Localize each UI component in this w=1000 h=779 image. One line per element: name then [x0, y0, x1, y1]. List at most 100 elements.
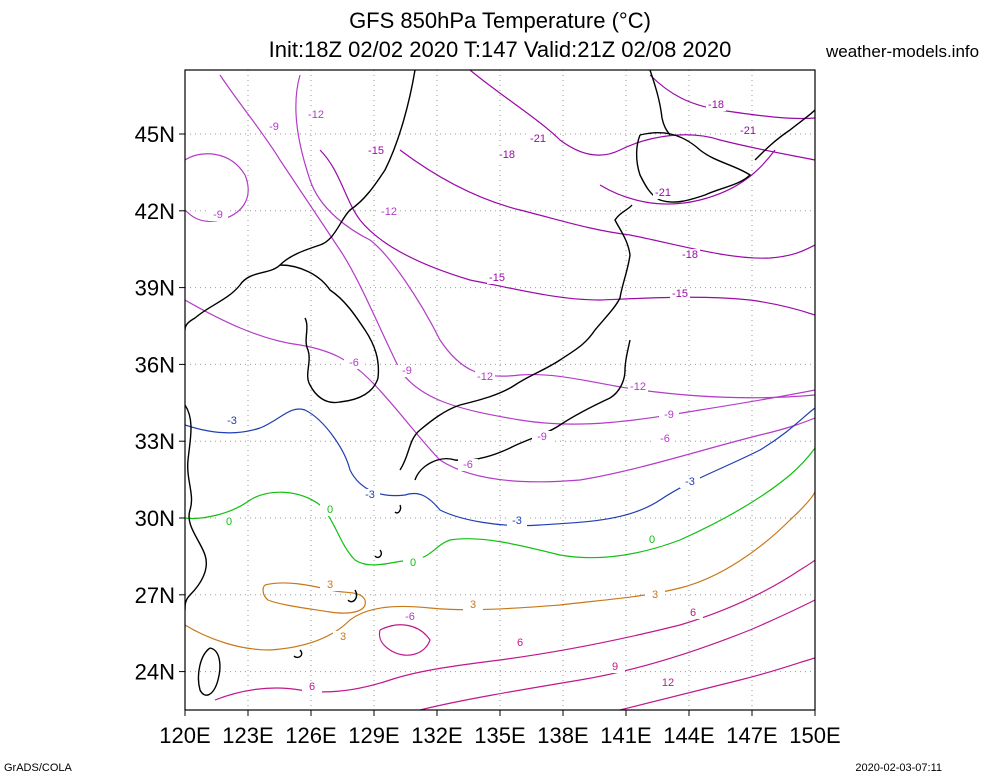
footer-credit: GrADS/COLA: [4, 762, 72, 774]
contour-label-bg: [320, 579, 340, 591]
contour-label: 0: [649, 534, 655, 546]
contour-label-bg: [605, 661, 625, 673]
contour-label-bg: [397, 365, 417, 377]
contour-label-bg: [510, 637, 530, 649]
contour-label: -21: [530, 133, 546, 145]
contour-line: [399, 149, 815, 259]
contour-label-bg: [219, 516, 239, 528]
coastline: [197, 647, 221, 696]
x-tick-label: 144E: [663, 723, 714, 748]
contour-label: -21: [740, 125, 756, 137]
contour-line: [469, 70, 815, 161]
contour-label: 3: [652, 589, 658, 601]
y-tick-label: 36N: [135, 352, 175, 377]
contour-label-bg: [400, 611, 420, 623]
contour-label: 3: [340, 631, 346, 643]
y-tick-label: 24N: [135, 660, 175, 685]
contour-label: 3: [470, 599, 476, 611]
contour-label-bg: [360, 489, 380, 501]
contour-line: [219, 74, 815, 425]
y-tick-label: 27N: [135, 583, 175, 608]
contour-label-bg: [208, 209, 228, 221]
contour-label: -3: [512, 515, 522, 527]
contour-label: -12: [630, 381, 646, 393]
x-tick-label: 135E: [474, 723, 525, 748]
contour-label-bg: [658, 677, 678, 689]
contour-label: -6: [405, 611, 415, 623]
contour-label-bg: [683, 607, 703, 619]
contour-label: -15: [672, 288, 688, 300]
contour-label: -18: [708, 99, 724, 111]
contour-label: -6: [463, 459, 473, 471]
footer-timestamp: 2020-02-03-07:11: [855, 762, 942, 774]
y-tick-label: 30N: [135, 506, 175, 531]
x-tick-label: 126E: [285, 723, 336, 748]
contour-label-bg: [222, 415, 242, 427]
map-title: GFS 850hPa Temperature (°C): [349, 8, 651, 33]
x-tick-label: 123E: [222, 723, 273, 748]
contour-label: -21: [655, 187, 671, 199]
contour-label-bg: [653, 187, 673, 199]
contour-line: [185, 447, 815, 566]
contour-label-bg: [264, 121, 284, 133]
x-tick-label: 132E: [411, 723, 462, 748]
contour-label-bg: [475, 371, 495, 383]
y-tick-label: 42N: [135, 199, 175, 224]
contour-label-bg: [403, 557, 423, 569]
contour-label-bg: [642, 534, 662, 546]
coastline: [754, 109, 815, 161]
coastline: [649, 70, 671, 136]
contour-line: [378, 624, 431, 656]
contour-label-bg: [379, 206, 399, 218]
contour-label: -9: [402, 365, 412, 377]
contour-label: 0: [226, 516, 232, 528]
coastline: [414, 339, 631, 481]
contour-label: 3: [327, 579, 333, 591]
coastline: [635, 131, 752, 203]
contour-label: -3: [685, 476, 695, 488]
coastline: [279, 264, 380, 404]
contour-label-bg: [302, 681, 322, 693]
coastline: [185, 70, 416, 331]
contour-label-bg: [670, 288, 690, 300]
contour-label-bg: [463, 599, 483, 611]
contour-label: -18: [682, 249, 698, 261]
x-tick-label: 150E: [789, 723, 840, 748]
contour-label: -9: [269, 121, 279, 133]
contour-label-bg: [680, 249, 700, 261]
contour-label: -6: [349, 357, 359, 369]
map-subtitle: Init:18Z 02/02 2020 T:147 Valid:21Z 02/0…: [268, 37, 732, 62]
x-tick-label: 138E: [537, 723, 588, 748]
contour-label-bg: [532, 431, 552, 443]
x-tick-label: 120E: [159, 723, 210, 748]
y-tick-label: 33N: [135, 429, 175, 454]
source-brand: weather-models.info: [826, 42, 980, 61]
contour-line: [185, 407, 815, 527]
contour-label-bg: [738, 125, 758, 137]
contour-label-bg: [306, 109, 326, 121]
x-tick-label: 147E: [726, 723, 777, 748]
y-tick-label: 39N: [135, 276, 175, 301]
y-tick-label: 45N: [135, 122, 175, 147]
contour-label: -9: [537, 431, 547, 443]
coastlines: [185, 70, 815, 696]
contour-line: [599, 149, 776, 205]
contour-label-bg: [320, 504, 340, 516]
contour-label-bg: [497, 149, 517, 161]
contour-line: [262, 582, 366, 614]
coastline: [293, 504, 402, 659]
contour-label-bg: [680, 476, 700, 488]
contour-line: [619, 657, 815, 710]
contour-label-bg: [645, 589, 665, 601]
contour-label: 9: [612, 661, 618, 673]
contour-line: [185, 299, 815, 483]
contour-label: -9: [213, 209, 223, 221]
contour-label-bg: [507, 515, 527, 527]
contour-label: 6: [309, 681, 315, 693]
contour-line: [319, 149, 815, 316]
contour-label: -6: [660, 433, 670, 445]
contour-label: -3: [227, 415, 237, 427]
x-tick-label: 141E: [600, 723, 651, 748]
contour-line: [295, 74, 815, 399]
